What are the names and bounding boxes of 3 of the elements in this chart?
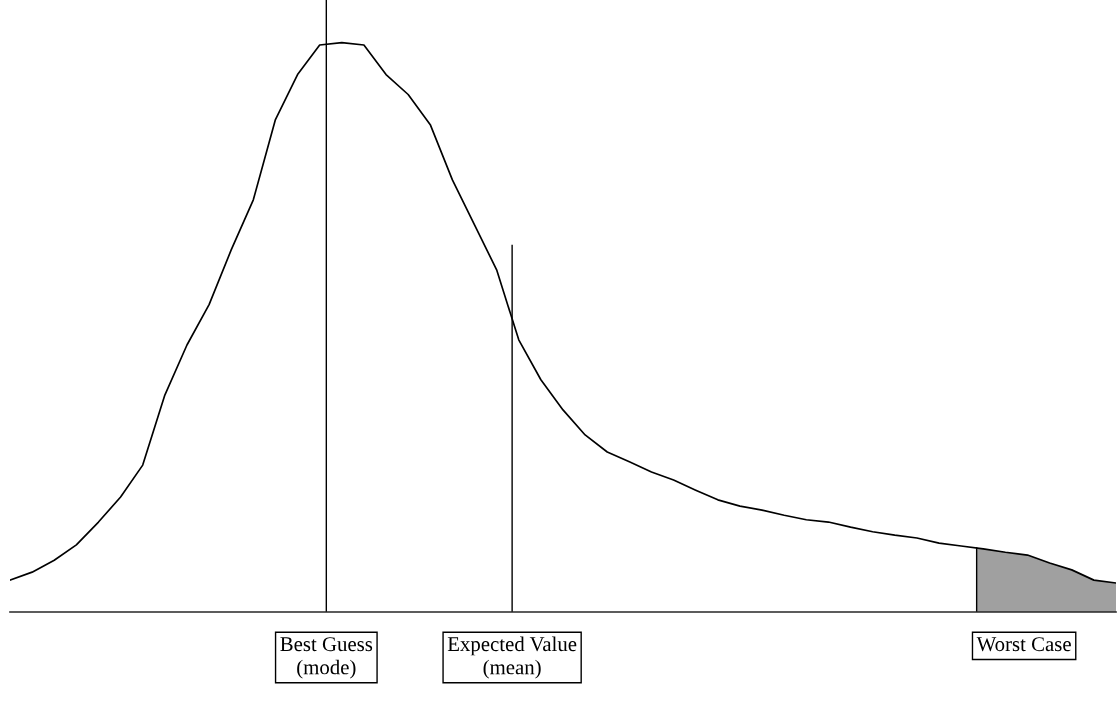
- text: Best Guess (mode): [280, 637, 373, 679]
- text: Worst Case: [976, 637, 1071, 652]
- text: Expected Value (mean): [447, 636, 577, 679]
